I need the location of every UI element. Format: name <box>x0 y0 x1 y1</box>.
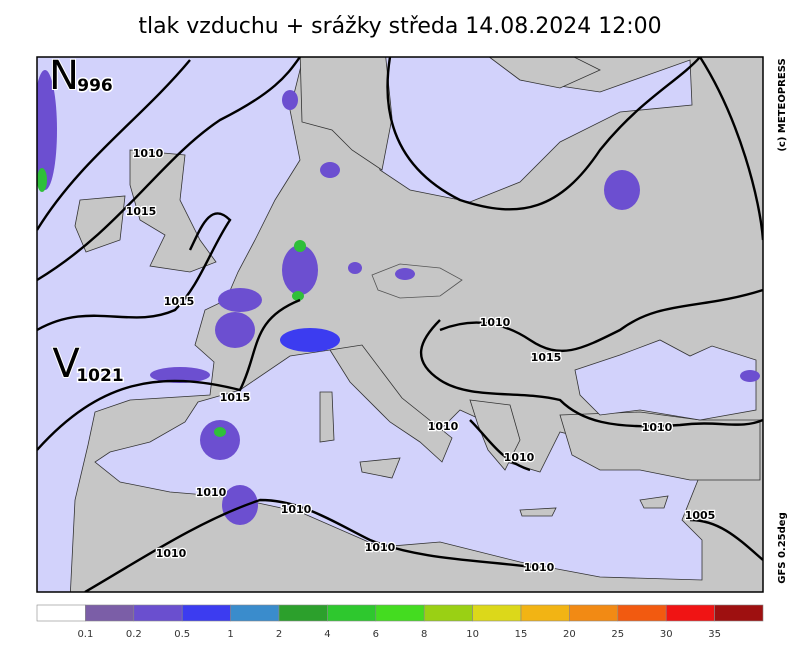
legend-label: 4 <box>324 629 330 640</box>
center-pressure: 996 <box>77 76 113 96</box>
legend-box <box>278 604 328 622</box>
legend-box <box>665 604 715 622</box>
isobars <box>37 57 763 592</box>
isobar-label: 1010 <box>156 547 187 560</box>
isobar-label: 1015 <box>531 351 562 364</box>
legend-label: 0.2 <box>126 629 142 640</box>
legend-box <box>230 604 280 622</box>
legend-box <box>36 604 86 622</box>
legend-box <box>423 604 473 622</box>
legend-label: 35 <box>708 629 721 640</box>
map <box>37 57 763 592</box>
legend-label: 6 <box>373 629 379 640</box>
center-symbol: N <box>49 53 79 99</box>
legend-box <box>569 604 619 622</box>
czech-border <box>371 263 463 299</box>
legend-box <box>520 604 570 622</box>
legend-label: 25 <box>611 629 624 640</box>
isobar-label: 1010 <box>428 420 459 433</box>
crete <box>519 507 557 517</box>
legend-box <box>714 604 764 622</box>
legend-box <box>133 604 183 622</box>
legend-box <box>617 604 667 622</box>
isobar-label: 1015 <box>164 295 195 308</box>
legend-label: 8 <box>421 629 427 640</box>
map-frame <box>36 56 764 593</box>
atlantic <box>37 57 304 592</box>
black-sea <box>574 339 757 421</box>
italy <box>329 344 453 463</box>
legend-box <box>375 604 425 622</box>
legend-label: 2 <box>276 629 282 640</box>
legend-label: 15 <box>515 629 528 640</box>
legend-box <box>181 604 231 622</box>
credit: (c) METEOPRESS <box>777 58 788 151</box>
legend-label: 20 <box>563 629 576 640</box>
legend-label: 1 <box>227 629 233 640</box>
isobar-label: 1010 <box>196 486 227 499</box>
sardinia <box>319 391 335 443</box>
sicily <box>359 457 401 479</box>
center-symbol: V <box>52 341 80 387</box>
legend-box <box>85 604 135 622</box>
legend-box <box>472 604 522 622</box>
precipitation <box>37 70 760 525</box>
isobar-label: 1010 <box>365 541 396 554</box>
legend-label: 0.5 <box>174 629 190 640</box>
isobar-label: 1010 <box>642 421 673 434</box>
turkey <box>559 411 761 481</box>
legend-box <box>327 604 377 622</box>
model-name: GFS 0.25deg <box>777 512 788 584</box>
scandinavia <box>299 57 393 171</box>
isobar-label: 1010 <box>281 503 312 516</box>
legend-label: 0.1 <box>77 629 93 640</box>
isobar-label: 1010 <box>504 451 535 464</box>
isobar-label: 1010 <box>524 561 555 574</box>
isobar-label: 1010 <box>480 316 511 329</box>
center-pressure: 1021 <box>76 366 123 386</box>
ireland <box>74 195 126 253</box>
map-title: tlak vzduchu + srážky středa 14.08.2024 … <box>138 14 661 39</box>
greece <box>469 399 521 471</box>
legend-label: 30 <box>660 629 673 640</box>
legend-label: 10 <box>466 629 479 640</box>
isobar-label: 1015 <box>126 205 157 218</box>
isobar-label: 1005 <box>685 509 716 522</box>
isobar-label: 1015 <box>220 391 251 404</box>
cyprus <box>639 495 669 509</box>
finland <box>488 57 601 89</box>
isobar-label: 1010 <box>133 147 164 160</box>
